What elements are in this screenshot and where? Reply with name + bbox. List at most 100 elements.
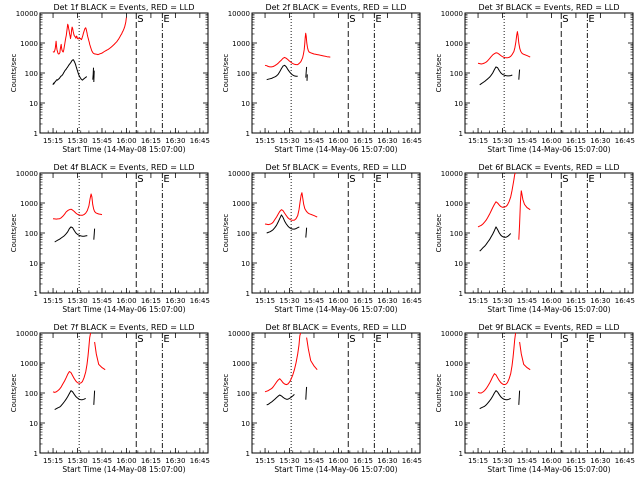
y-tick-label: 1 bbox=[246, 290, 250, 298]
x-tick-label: 16:30 bbox=[377, 297, 397, 305]
x-tick-label: 16:45 bbox=[190, 137, 210, 145]
series-lld-line bbox=[477, 172, 517, 228]
x-tick-label: 15:30 bbox=[279, 297, 299, 305]
x-tick-label: 15:15 bbox=[468, 297, 488, 305]
y-tick-label: 10000 bbox=[441, 10, 463, 18]
marker-label-e: E bbox=[375, 14, 381, 25]
x-tick-label: 16:30 bbox=[377, 457, 397, 465]
x-tick-label: 15:45 bbox=[92, 297, 112, 305]
panel-title: Det 9f BLACK = Events, RED = LLD bbox=[478, 323, 619, 332]
y-tick-label: 100 bbox=[237, 390, 250, 398]
y-tick-label: 1000 bbox=[20, 200, 38, 208]
x-tick-label: 16:30 bbox=[590, 457, 610, 465]
y-axis-label: Counts/sec bbox=[435, 214, 443, 253]
x-axis-label: Start Time (14-May-06 15:07:00) bbox=[274, 305, 397, 314]
x-tick-label: 16:30 bbox=[590, 297, 610, 305]
y-tick-label: 10 bbox=[29, 420, 38, 428]
marker-label-e: E bbox=[163, 14, 169, 25]
y-tick-label: 1 bbox=[34, 130, 38, 138]
series-lld-line bbox=[264, 32, 331, 68]
marker-label-e: E bbox=[375, 174, 381, 185]
x-axis-label: Start Time (14-May-06 15:07:00) bbox=[487, 305, 610, 314]
x-tick-label: 16:45 bbox=[402, 137, 422, 145]
panel-title: Det 5f BLACK = Events, RED = LLD bbox=[265, 163, 406, 172]
x-tick-label: 15:45 bbox=[517, 137, 537, 145]
panel-4: Det 4f BLACK = Events, RED = LLD 1 10 100 10… bbox=[10, 163, 210, 314]
series-lld-line bbox=[264, 192, 318, 226]
series-segment bbox=[305, 66, 308, 78]
y-tick-label: 1 bbox=[459, 130, 463, 138]
series-segment bbox=[93, 390, 96, 405]
panel-1: Det 1f BLACK = Events, RED = LLD 1 10 100 10… bbox=[10, 3, 210, 154]
plot-frame bbox=[39, 172, 209, 294]
y-tick-label: 100 bbox=[25, 390, 38, 398]
marker-label-s: S bbox=[349, 14, 355, 25]
marker-label-s: S bbox=[562, 174, 568, 185]
x-tick-label: 16:00 bbox=[328, 137, 348, 145]
x-axis-label: Start Time (14-May-06 15:07:00) bbox=[274, 145, 397, 154]
y-tick-label: 1 bbox=[459, 450, 463, 458]
series-lld-line bbox=[52, 332, 92, 393]
y-tick-label: 1000 bbox=[232, 360, 250, 368]
series-segment bbox=[94, 341, 106, 371]
y-tick-label: 10 bbox=[29, 260, 38, 268]
panel-title: Det 7f BLACK = Events, RED = LLD bbox=[53, 323, 194, 332]
series-events-line bbox=[54, 226, 88, 243]
x-tick-label: 15:45 bbox=[92, 137, 112, 145]
x-tick-label: 15:15 bbox=[255, 297, 275, 305]
y-tick-label: 100 bbox=[25, 230, 38, 238]
x-tick-label: 16:15 bbox=[566, 457, 586, 465]
series-events-line bbox=[54, 390, 86, 411]
x-tick-label: 15:45 bbox=[304, 297, 324, 305]
x-tick-label: 16:00 bbox=[541, 137, 561, 145]
x-tick-label: 15:30 bbox=[67, 137, 87, 145]
y-axis-label: Counts/sec bbox=[10, 214, 18, 253]
x-tick-label: 15:15 bbox=[468, 137, 488, 145]
series-lld-line bbox=[52, 17, 127, 56]
x-tick-label: 16:45 bbox=[615, 457, 635, 465]
y-tick-label: 100 bbox=[25, 70, 38, 78]
plot-frame bbox=[464, 12, 634, 134]
x-tick-label: 16:45 bbox=[402, 457, 422, 465]
marker-label-e: E bbox=[588, 174, 594, 185]
panel-7: Det 7f BLACK = Events, RED = LLD 1 10 100 10… bbox=[10, 323, 210, 474]
series-segment bbox=[518, 69, 521, 80]
panel-title: Det 6f BLACK = Events, RED = LLD bbox=[478, 163, 619, 172]
y-tick-label: 100 bbox=[450, 70, 463, 78]
y-tick-label: 10000 bbox=[16, 170, 38, 178]
y-tick-label: 1000 bbox=[20, 360, 38, 368]
x-tick-label: 15:30 bbox=[492, 297, 512, 305]
marker-label-s: S bbox=[137, 334, 143, 345]
x-tick-label: 16:15 bbox=[141, 137, 161, 145]
y-tick-label: 10 bbox=[241, 100, 250, 108]
y-axis-label: Counts/sec bbox=[10, 54, 18, 93]
y-tick-label: 100 bbox=[237, 70, 250, 78]
x-tick-label: 16:30 bbox=[590, 137, 610, 145]
y-tick-label: 10 bbox=[241, 260, 250, 268]
x-axis-label: Start Time (14-May-06 15:07:00) bbox=[62, 305, 185, 314]
series-segment bbox=[306, 337, 318, 371]
y-tick-label: 100 bbox=[237, 230, 250, 238]
x-tick-label: 15:30 bbox=[279, 457, 299, 465]
x-tick-label: 15:15 bbox=[255, 457, 275, 465]
y-axis-label: Counts/sec bbox=[222, 54, 230, 93]
panel-9: Det 9f BLACK = Events, RED = LLD 1 10 100 10… bbox=[435, 323, 635, 474]
y-axis-label: Counts/sec bbox=[222, 214, 230, 253]
plot-frame bbox=[251, 332, 421, 454]
series-lld-line bbox=[52, 193, 103, 220]
plot-frame bbox=[251, 172, 421, 294]
plot-frame bbox=[464, 172, 634, 294]
x-tick-label: 16:45 bbox=[615, 137, 635, 145]
x-tick-label: 16:00 bbox=[116, 137, 136, 145]
x-tick-label: 15:45 bbox=[304, 137, 324, 145]
x-tick-label: 15:15 bbox=[43, 137, 63, 145]
y-axis-label: Counts/sec bbox=[222, 374, 230, 413]
x-tick-label: 15:45 bbox=[517, 297, 537, 305]
series-lld-line bbox=[264, 332, 302, 393]
x-tick-label: 16:00 bbox=[116, 297, 136, 305]
panel-3: Det 3f BLACK = Events, RED = LLD 1 10 100 10… bbox=[435, 3, 635, 154]
series-lld-line bbox=[477, 332, 517, 394]
x-tick-label: 15:45 bbox=[304, 457, 324, 465]
plot-frame bbox=[251, 12, 421, 134]
